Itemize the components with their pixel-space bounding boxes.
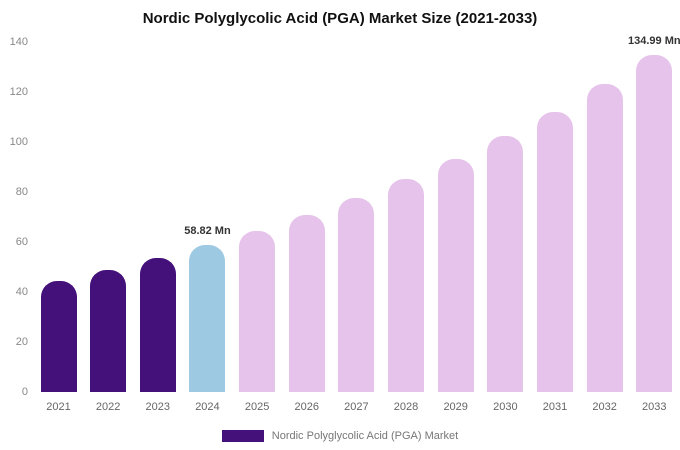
bar-2031[interactable] — [537, 111, 573, 392]
y-axis-tick-20: 20 — [15, 336, 28, 348]
bar-2023[interactable] — [139, 258, 176, 392]
y-axis-tick-100: 100 — [9, 136, 28, 148]
legend-label: Nordic Polyglycolic Acid (PGA) Market — [271, 430, 459, 442]
x-axis-label-2026: 2026 — [294, 401, 319, 413]
bar-2022[interactable] — [90, 269, 127, 392]
x-axis-label-2023: 2023 — [145, 401, 171, 413]
legend[interactable]: Nordic Polyglycolic Acid (PGA) Market — [0, 430, 680, 442]
y-axis-tick-80: 80 — [15, 186, 28, 198]
value-label-2033: 134.99 Mn — [628, 34, 680, 47]
bar-2021[interactable] — [40, 280, 77, 392]
x-axis-label-2025: 2025 — [244, 401, 270, 413]
legend-swatch — [221, 430, 264, 442]
x-axis-label-2031: 2031 — [542, 401, 568, 413]
x-axis-label-2030: 2030 — [493, 401, 518, 413]
bar-2030[interactable] — [487, 136, 524, 392]
x-axis-label-2033: 2033 — [642, 401, 667, 413]
x-axis-label-2032: 2032 — [592, 401, 617, 413]
bar-2025[interactable] — [239, 230, 276, 392]
bar-2024[interactable] — [189, 244, 226, 392]
chart-title: Nordic Polyglycolic Acid (PGA) Market Si… — [142, 10, 538, 27]
bar-2028[interactable] — [388, 179, 425, 392]
x-axis-label-2029: 2029 — [443, 401, 468, 413]
y-axis-tick-140: 140 — [9, 36, 28, 48]
x-axis-label-2027: 2027 — [344, 401, 369, 413]
bar-2033[interactable] — [636, 54, 673, 392]
y-axis-tick-0: 0 — [21, 386, 28, 398]
y-axis-tick-60: 60 — [15, 236, 28, 248]
x-axis-label-2022: 2022 — [95, 401, 121, 413]
bar-2026[interactable] — [288, 215, 325, 392]
value-label-2024: 58.82 Mn — [184, 224, 231, 237]
y-axis-tick-40: 40 — [15, 286, 28, 298]
x-axis-label-2028: 2028 — [393, 401, 419, 413]
bar-2029[interactable] — [437, 158, 474, 392]
x-axis-label-2021: 2021 — [46, 401, 71, 413]
x-axis-label-2024: 2024 — [195, 401, 220, 413]
bar-2032[interactable] — [586, 84, 623, 392]
y-axis-tick-120: 120 — [9, 86, 28, 98]
bar-2027[interactable] — [338, 198, 375, 392]
